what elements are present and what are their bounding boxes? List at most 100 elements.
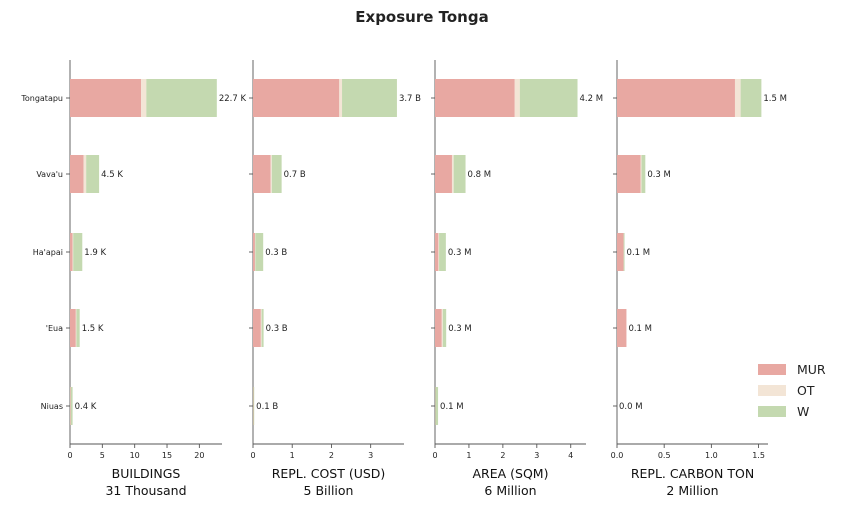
x-tick-label: 0.5 — [658, 451, 671, 460]
bar-ot-vava-u — [270, 155, 272, 193]
x-tick-label: 3 — [534, 451, 539, 460]
bar-ot-tongatapu — [141, 79, 147, 117]
x-tick-label: 2 — [500, 451, 505, 460]
bar-w-tongatapu — [740, 79, 762, 117]
bar-mur-vava-u — [253, 155, 271, 193]
value-label: 0.7 B — [284, 170, 306, 180]
bar-mur-vava-u — [435, 155, 452, 193]
bar-mur-tongatapu — [70, 79, 142, 117]
value-label: 4.5 K — [101, 170, 123, 180]
bar-mur-ha-apai — [70, 233, 73, 271]
bar-mur-ha-apai — [253, 233, 255, 271]
value-label: 0.8 M — [468, 170, 492, 180]
bar-w-eua — [76, 309, 80, 347]
value-label: 1.5 M — [763, 94, 787, 104]
category-label: Niuas — [41, 402, 63, 411]
x-tick-label: 1.5 — [752, 451, 765, 460]
x-axis-total: 5 Billion — [304, 483, 354, 498]
x-axis-total: 2 Million — [666, 483, 718, 498]
panel-repl-cost-usd: 0 1 2 3 3.7 B 0.7 B 0.3 B 0.3 B 0.1 B REPL. COST … — [249, 60, 421, 498]
legend-swatch-ot — [758, 385, 786, 396]
bar-mur-ha-apai — [435, 233, 439, 271]
value-label: 0.3 M — [448, 248, 472, 258]
bar-ot-eua — [441, 309, 443, 347]
value-label: 1.9 K — [84, 248, 106, 258]
value-label: 0.1 M — [440, 402, 464, 412]
x-axis-label: BUILDINGS — [112, 466, 181, 481]
value-label: 1.5 K — [82, 324, 104, 334]
x-tick-label: 4 — [568, 451, 573, 460]
bar-mur-tongatapu — [253, 79, 340, 117]
bar-mur-eua — [617, 309, 627, 347]
bar-w-ha-apai — [439, 233, 446, 271]
x-axis-total: 6 Million — [484, 483, 536, 498]
bar-w-niuas — [253, 387, 255, 425]
bar-w-niuas — [435, 387, 439, 425]
bar-ot-ha-apai — [438, 233, 440, 271]
bar-w-niuas — [70, 387, 73, 425]
bar-mur-tongatapu — [617, 79, 735, 117]
value-label: 4.2 M — [580, 94, 604, 104]
bar-mur-vava-u — [617, 155, 641, 193]
bar-ot-vava-u — [640, 155, 642, 193]
x-tick-label: 3 — [368, 451, 373, 460]
bar-ot-tongatapu — [514, 79, 520, 117]
x-tick-label: 15 — [162, 451, 172, 460]
bar-w-tongatapu — [342, 79, 397, 117]
bar-ot-eua — [75, 309, 77, 347]
panel-area-sqm: 0 1 2 3 4 4.2 M 0.8 M 0.3 M 0.3 M 0.1 M AREA (SQM)… — [431, 60, 603, 498]
category-label: Tongatapu — [20, 94, 63, 103]
bar-w-tongatapu — [146, 79, 217, 117]
value-label: 0.1 M — [628, 324, 652, 334]
value-label: 0.3 M — [647, 170, 671, 180]
bar-w-vava-u — [453, 155, 466, 193]
bar-w-vava-u — [641, 155, 646, 193]
bar-mur-ha-apai — [617, 233, 624, 271]
value-label: 0.3 M — [448, 324, 472, 334]
x-axis-label: AREA (SQM) — [473, 466, 549, 481]
x-tick-label: 5 — [100, 451, 105, 460]
x-tick-label: 20 — [194, 451, 204, 460]
category-label: Vava'u — [36, 170, 63, 179]
value-label: 0.3 B — [265, 248, 287, 258]
x-tick-label: 0 — [432, 451, 437, 460]
legend-swatch-w — [758, 406, 786, 417]
value-label: 0.0 M — [619, 402, 643, 412]
bar-mur-tongatapu — [435, 79, 515, 117]
legend-label-mur: MUR — [797, 362, 826, 377]
bar-mur-eua — [70, 309, 76, 347]
bar-w-ha-apai — [73, 233, 83, 271]
bar-mur-niuas — [70, 387, 71, 425]
bar-ot-eua — [260, 309, 262, 347]
legend: MUR OT W — [758, 362, 826, 419]
category-label: 'Eua — [46, 324, 63, 333]
chart-title: Exposure Tonga — [355, 8, 488, 26]
bar-w-eua — [442, 309, 447, 347]
value-label: 3.7 B — [399, 94, 421, 104]
x-axis-label: REPL. CARBON TON — [631, 466, 754, 481]
x-tick-label: 2 — [329, 451, 334, 460]
value-label: 0.1 B — [256, 402, 278, 412]
bar-ot-vava-u — [83, 155, 87, 193]
bar-mur-vava-u — [70, 155, 84, 193]
bar-ot-tongatapu — [734, 79, 741, 117]
legend-swatch-mur — [758, 364, 786, 375]
bar-w-ha-apai — [255, 233, 264, 271]
category-label: Ha'apai — [33, 248, 63, 257]
bar-mur-eua — [253, 309, 261, 347]
x-tick-label: 1 — [290, 451, 295, 460]
value-label: 0.1 M — [627, 248, 651, 258]
x-axis-label: REPL. COST (USD) — [272, 466, 386, 481]
x-tick-label: 0.0 — [611, 451, 624, 460]
bar-w-tongatapu — [519, 79, 578, 117]
legend-label-w: W — [797, 404, 809, 419]
x-axis-total: 31 Thousand — [105, 483, 186, 498]
value-label: 0.4 K — [75, 402, 97, 412]
bar-w-eua — [261, 309, 264, 347]
bar-w-vava-u — [86, 155, 100, 193]
bar-ot-tongatapu — [339, 79, 343, 117]
x-tick-label: 0 — [250, 451, 255, 460]
x-tick-label: 0 — [67, 451, 72, 460]
value-label: 22.7 K — [219, 94, 247, 104]
